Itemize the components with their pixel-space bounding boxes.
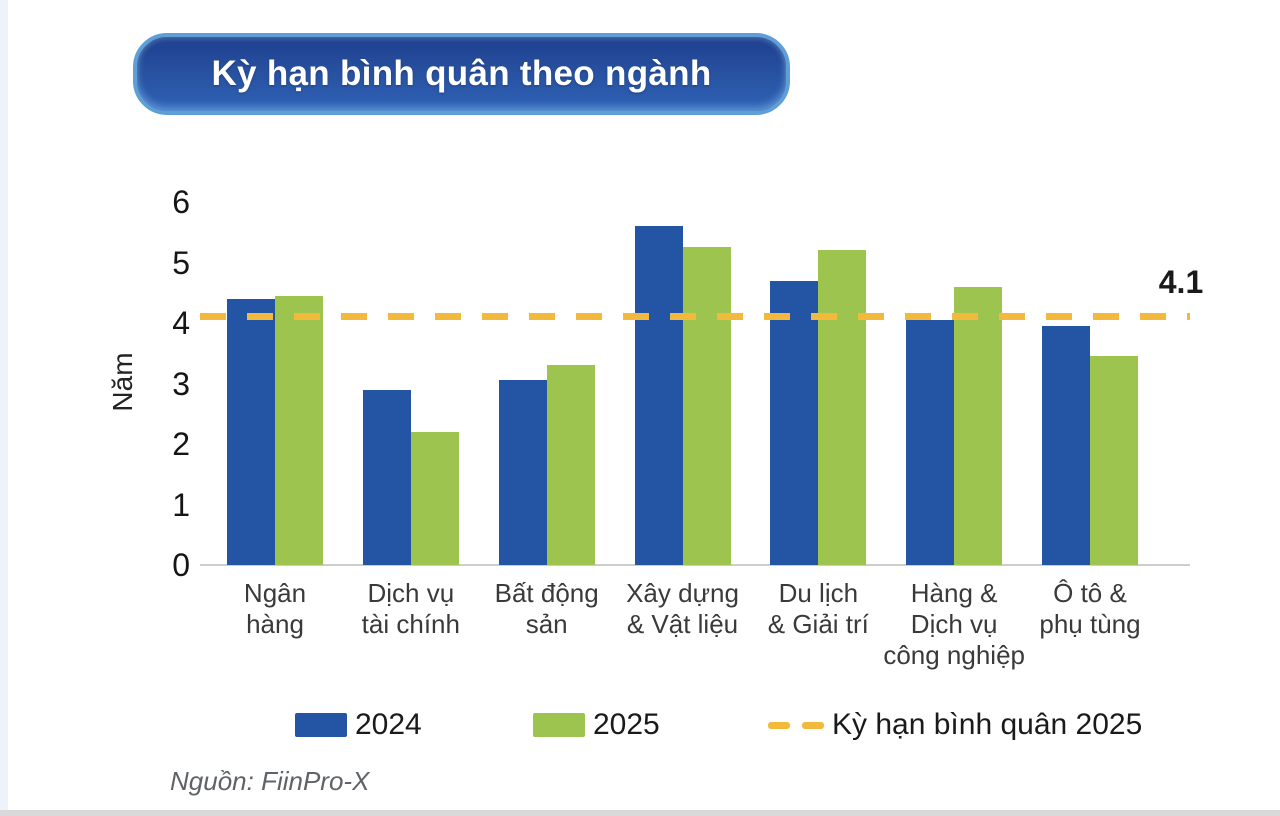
bar-2024-group1 [227,298,275,565]
x-axis-label: Hàng & Dịch vụ công nghiệp [883,578,1025,671]
x-axis-label: Ngân hàng [243,578,307,640]
x-axis-line [200,564,1190,566]
bar-2024-group4 [634,226,683,565]
legend-item-reference: Kỳ hạn bình quân 2025 [768,703,1142,747]
y-tick-label: 4 [172,305,190,341]
page-bottom-edge [0,810,1280,816]
bar-2024-group7 [1042,326,1090,565]
page-left-edge [0,0,8,816]
legend-label-2024: 2024 [355,708,422,741]
source-note: Nguồn: FiinPro-X [170,766,370,796]
y-tick-label: 2 [172,426,190,462]
legend-dash-icon [768,721,824,729]
bar-2024-group6 [906,319,955,565]
plot-area [200,200,1190,565]
legend-swatch-2025 [533,713,585,737]
legend-item-2025: 2025 [533,703,660,747]
legend-item-2024: 2024 [295,703,422,747]
page-title: Kỳ hạn bình quân theo ngành [211,54,712,93]
bar-2025-group6 [954,286,1003,565]
bar-2025-group3 [546,365,595,565]
bar-2025-group5 [818,250,867,565]
legend-swatch-2024 [295,713,347,737]
y-tick-label: 6 [172,184,190,220]
bar-2025-group1 [275,295,323,565]
bar-2025-group7 [1090,356,1138,565]
x-axis-label: Xây dựng & Vật liệu [626,578,739,640]
x-axis-label: Bất động sản [494,578,599,640]
reference-line-value: 4.1 [1158,264,1204,300]
bar-2024-group5 [770,280,819,565]
legend-label-reference: Kỳ hạn bình quân 2025 [832,708,1143,741]
reference-line [200,312,1190,320]
y-tick-label: 3 [172,365,190,402]
x-axis-label: Dịch vụ tài chính [361,578,460,640]
y-axis-label: Năm [107,352,138,412]
x-axis-label: Du lịch & Giải trí [767,578,869,640]
x-axis-label: Ô tô & phụ tùng [1039,578,1141,640]
chart-title-pill: Kỳ hạn bình quân theo ngành [133,33,790,115]
y-tick-label: 5 [172,244,190,281]
y-tick-label: 1 [172,486,190,523]
bar-2024-group2 [362,389,411,565]
bar-2024-group3 [498,380,547,565]
bar-2025-group2 [410,431,459,565]
legend: 2024 2025 Kỳ hạn bình quân 2025 [0,703,1280,747]
legend-label-2025: 2025 [593,708,660,741]
bar-2025-group4 [682,247,731,565]
x-axis-labels: Ngân hàng Dịch vụ tài chính Bất động sản Xâ… [0,578,1280,688]
